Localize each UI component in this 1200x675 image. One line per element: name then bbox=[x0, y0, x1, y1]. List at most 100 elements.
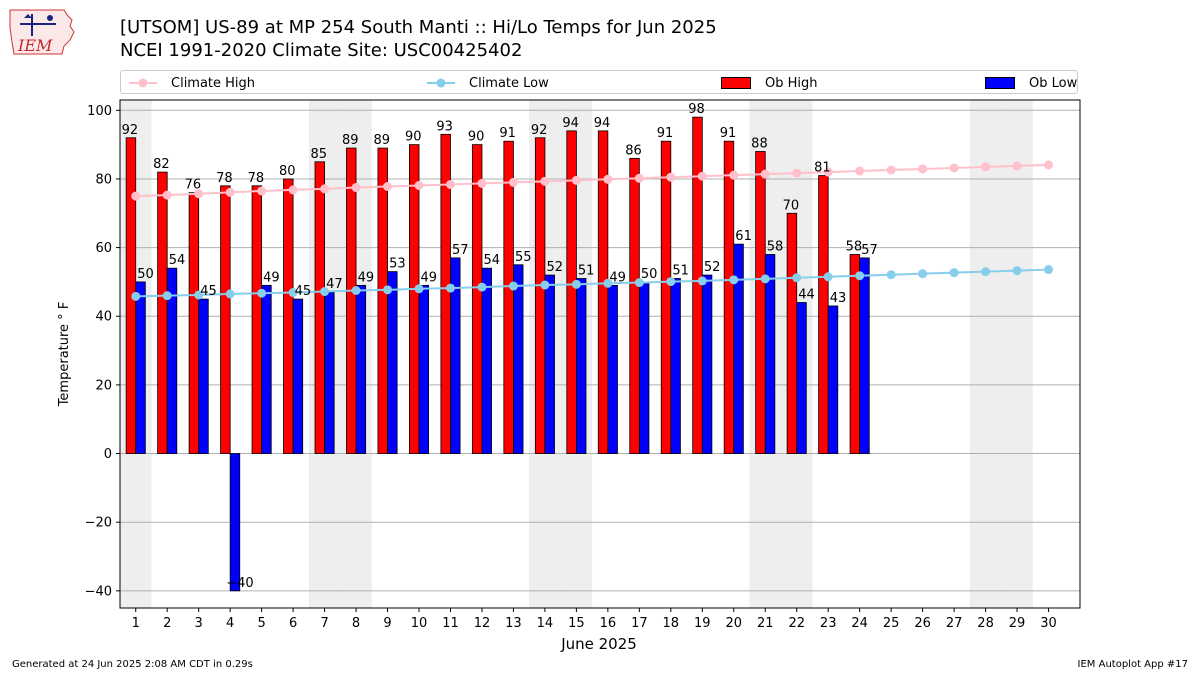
ob-high-bar bbox=[157, 171, 168, 454]
ob-low-label: 43 bbox=[830, 291, 847, 306]
climate-high-point bbox=[571, 175, 581, 185]
climate-low-point bbox=[351, 286, 361, 295]
ob-high-label: 94 bbox=[594, 116, 611, 131]
climate-high-point bbox=[760, 169, 770, 179]
climate-low-point bbox=[571, 279, 581, 289]
climate-high-point bbox=[414, 180, 424, 190]
app-credit: IEM Autoplot App #17 bbox=[1077, 659, 1188, 670]
legend-label-climate-high: Climate High bbox=[171, 75, 256, 91]
climate-low-point bbox=[634, 278, 644, 288]
x-tick-label: 1 bbox=[132, 616, 140, 631]
ob-high-label: 92 bbox=[122, 123, 139, 138]
x-axis-label: June 2025 bbox=[560, 635, 637, 653]
x-tick-label: 19 bbox=[694, 616, 711, 631]
x-tick-label: 17 bbox=[631, 616, 648, 631]
legend-label-ob-high: Ob High bbox=[765, 75, 818, 91]
legend-item-ob-high: Ob High bbox=[721, 74, 818, 92]
ob-low-label: 44 bbox=[798, 288, 815, 303]
climate-low-point bbox=[729, 275, 739, 285]
ob-high-label: 76 bbox=[185, 178, 202, 193]
chart-legend: Climate High Climate Low Ob High Ob Low bbox=[120, 70, 1078, 94]
ob-low-label: 47 bbox=[326, 277, 343, 292]
ob-low-bar bbox=[387, 271, 398, 454]
y-tick-label: 60 bbox=[95, 241, 112, 256]
climate-low-point bbox=[1044, 265, 1054, 275]
ob-high-label: 70 bbox=[783, 198, 800, 213]
climate-high-point bbox=[729, 170, 739, 180]
ob-low-label: 54 bbox=[483, 253, 500, 268]
legend-item-climate-high: Climate High bbox=[129, 74, 255, 92]
climate-low-point bbox=[823, 272, 833, 282]
climate-low-point bbox=[981, 267, 991, 277]
ob-low-bar bbox=[135, 281, 146, 454]
y-tick-label: 20 bbox=[95, 378, 112, 393]
climate-high-point bbox=[1044, 160, 1054, 170]
x-tick-label: 20 bbox=[725, 616, 742, 631]
chart-title: [UTSOM] US-89 at MP 254 South Manti :: H… bbox=[120, 17, 717, 38]
climate-high-point bbox=[949, 163, 959, 173]
climate-high-point bbox=[918, 164, 928, 174]
ob-high-bar bbox=[755, 151, 766, 454]
ob-low-bar bbox=[166, 267, 178, 454]
ob-high-label: 58 bbox=[846, 239, 863, 254]
x-tick-label: 25 bbox=[883, 616, 900, 631]
ob-low-bar bbox=[607, 284, 618, 454]
legend-item-ob-low: Ob Low bbox=[985, 74, 1077, 92]
x-tick-label: 13 bbox=[505, 616, 522, 631]
ob-low-label: 52 bbox=[546, 260, 563, 275]
x-tick-label: 23 bbox=[820, 616, 837, 631]
ob-high-bar bbox=[220, 185, 231, 454]
x-tick-label: 2 bbox=[163, 616, 171, 631]
ob-low-label: 61 bbox=[735, 229, 752, 244]
ob-low-bar bbox=[764, 254, 776, 454]
ob-low-bar bbox=[638, 281, 650, 454]
climate-high-point bbox=[351, 183, 361, 193]
climate-high-point bbox=[477, 178, 487, 188]
x-tick-label: 28 bbox=[977, 616, 994, 631]
x-tick-label: 16 bbox=[600, 616, 617, 631]
ob-high-bar bbox=[503, 140, 514, 454]
ob-low-label: 55 bbox=[515, 250, 532, 265]
ob-high-bar bbox=[188, 192, 200, 454]
ob-high-label: 90 bbox=[405, 130, 422, 145]
climate-low-point bbox=[666, 277, 676, 287]
ob-high-label: 78 bbox=[248, 171, 265, 186]
legend-label-climate-low: Climate Low bbox=[469, 75, 549, 91]
ob-high-bar bbox=[377, 147, 388, 454]
climate-high-point bbox=[257, 186, 267, 196]
ob-low-label: 51 bbox=[672, 263, 689, 278]
ob-high-label: 98 bbox=[688, 102, 705, 117]
climate-low-point bbox=[194, 290, 204, 300]
climate-high-point bbox=[194, 189, 204, 199]
climate-low-point bbox=[257, 288, 267, 298]
climate-high-point bbox=[508, 177, 518, 187]
climate-low-line bbox=[135, 268, 1049, 298]
climate-low-line-swatch bbox=[427, 78, 455, 88]
ob-low-label: 49 bbox=[263, 270, 280, 285]
ob-low-label: 52 bbox=[704, 260, 721, 275]
ob-low-label: 50 bbox=[137, 267, 154, 282]
climate-low-point bbox=[949, 268, 959, 278]
ob-high-bar bbox=[723, 140, 735, 454]
ob-low-label: 49 bbox=[609, 270, 626, 285]
ob-high-swatch bbox=[721, 77, 751, 89]
x-tick-label: 8 bbox=[352, 616, 360, 631]
climate-high-point bbox=[1012, 161, 1022, 171]
climate-high-line bbox=[135, 163, 1049, 198]
ob-low-bar bbox=[670, 278, 681, 454]
weekend-band bbox=[1001, 100, 1033, 608]
ob-high-bar bbox=[346, 147, 357, 454]
ob-high-label: 89 bbox=[342, 133, 359, 148]
climate-low-point bbox=[445, 283, 455, 293]
climate-high-point bbox=[634, 173, 644, 183]
ob-high-label: 93 bbox=[436, 119, 453, 134]
climate-low-point bbox=[225, 289, 235, 299]
climate-high-point bbox=[445, 179, 455, 189]
x-tick-label: 30 bbox=[1040, 616, 1057, 631]
ob-low-label: 58 bbox=[767, 239, 784, 254]
ob-low-bar bbox=[796, 302, 807, 454]
y-tick-label: 80 bbox=[95, 172, 112, 187]
ob-low-bar bbox=[733, 243, 744, 454]
ob-high-label: 82 bbox=[153, 157, 170, 172]
climate-low-point bbox=[918, 269, 928, 279]
